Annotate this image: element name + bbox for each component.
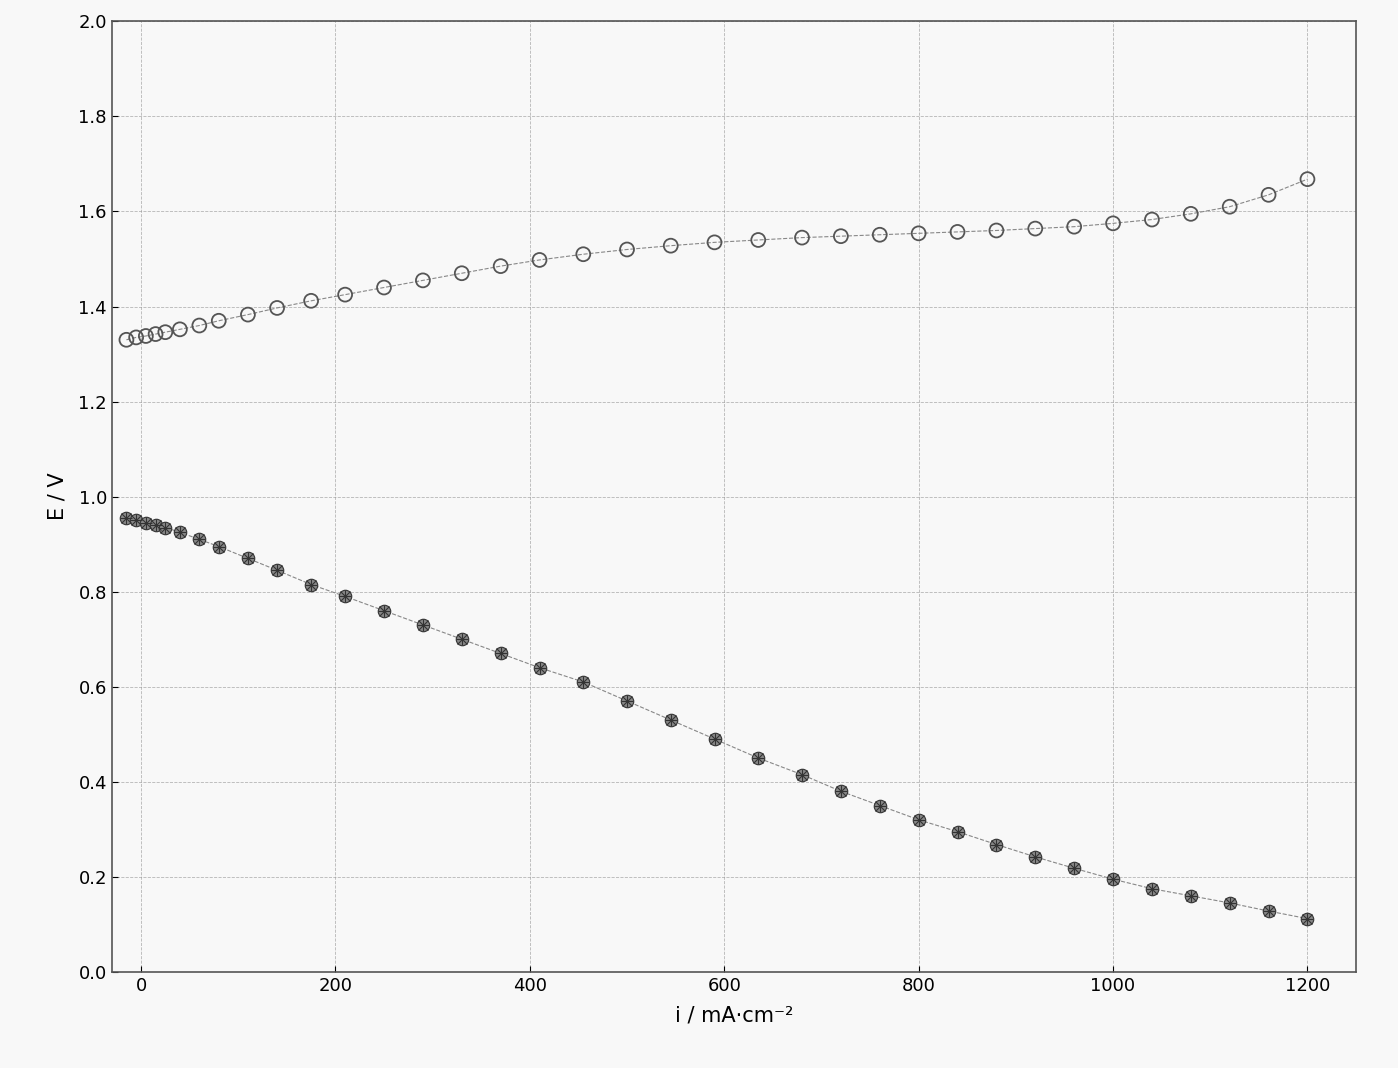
Point [154, 324, 176, 341]
Point [189, 317, 211, 334]
Point [791, 229, 814, 246]
Point [868, 226, 891, 244]
Point [412, 272, 435, 289]
Point [450, 265, 473, 282]
X-axis label: i / mA·cm⁻²: i / mA·cm⁻² [675, 1006, 793, 1026]
Point [1062, 218, 1085, 235]
Point [373, 279, 396, 296]
Point [124, 329, 147, 346]
Point [334, 286, 356, 303]
Point [986, 222, 1008, 239]
Point [301, 293, 323, 310]
Point [266, 299, 288, 316]
Point [572, 246, 594, 263]
Point [747, 232, 769, 249]
Point [907, 224, 930, 241]
Point [169, 320, 192, 337]
Point [1141, 211, 1163, 229]
Y-axis label: E / V: E / V [48, 473, 67, 520]
Point [489, 257, 512, 274]
Point [617, 241, 639, 258]
Point [528, 251, 551, 268]
Point [703, 234, 726, 251]
Point [1180, 205, 1202, 222]
Point [1257, 186, 1279, 203]
Point [236, 307, 259, 324]
Point [144, 326, 166, 343]
Point [134, 328, 157, 345]
Point [207, 312, 229, 329]
Point [1296, 171, 1318, 188]
Point [660, 237, 682, 254]
Point [1025, 220, 1047, 237]
Point [115, 331, 137, 348]
Point [946, 223, 969, 240]
Point [829, 227, 851, 245]
Point [1219, 199, 1241, 216]
Point [1102, 215, 1124, 232]
